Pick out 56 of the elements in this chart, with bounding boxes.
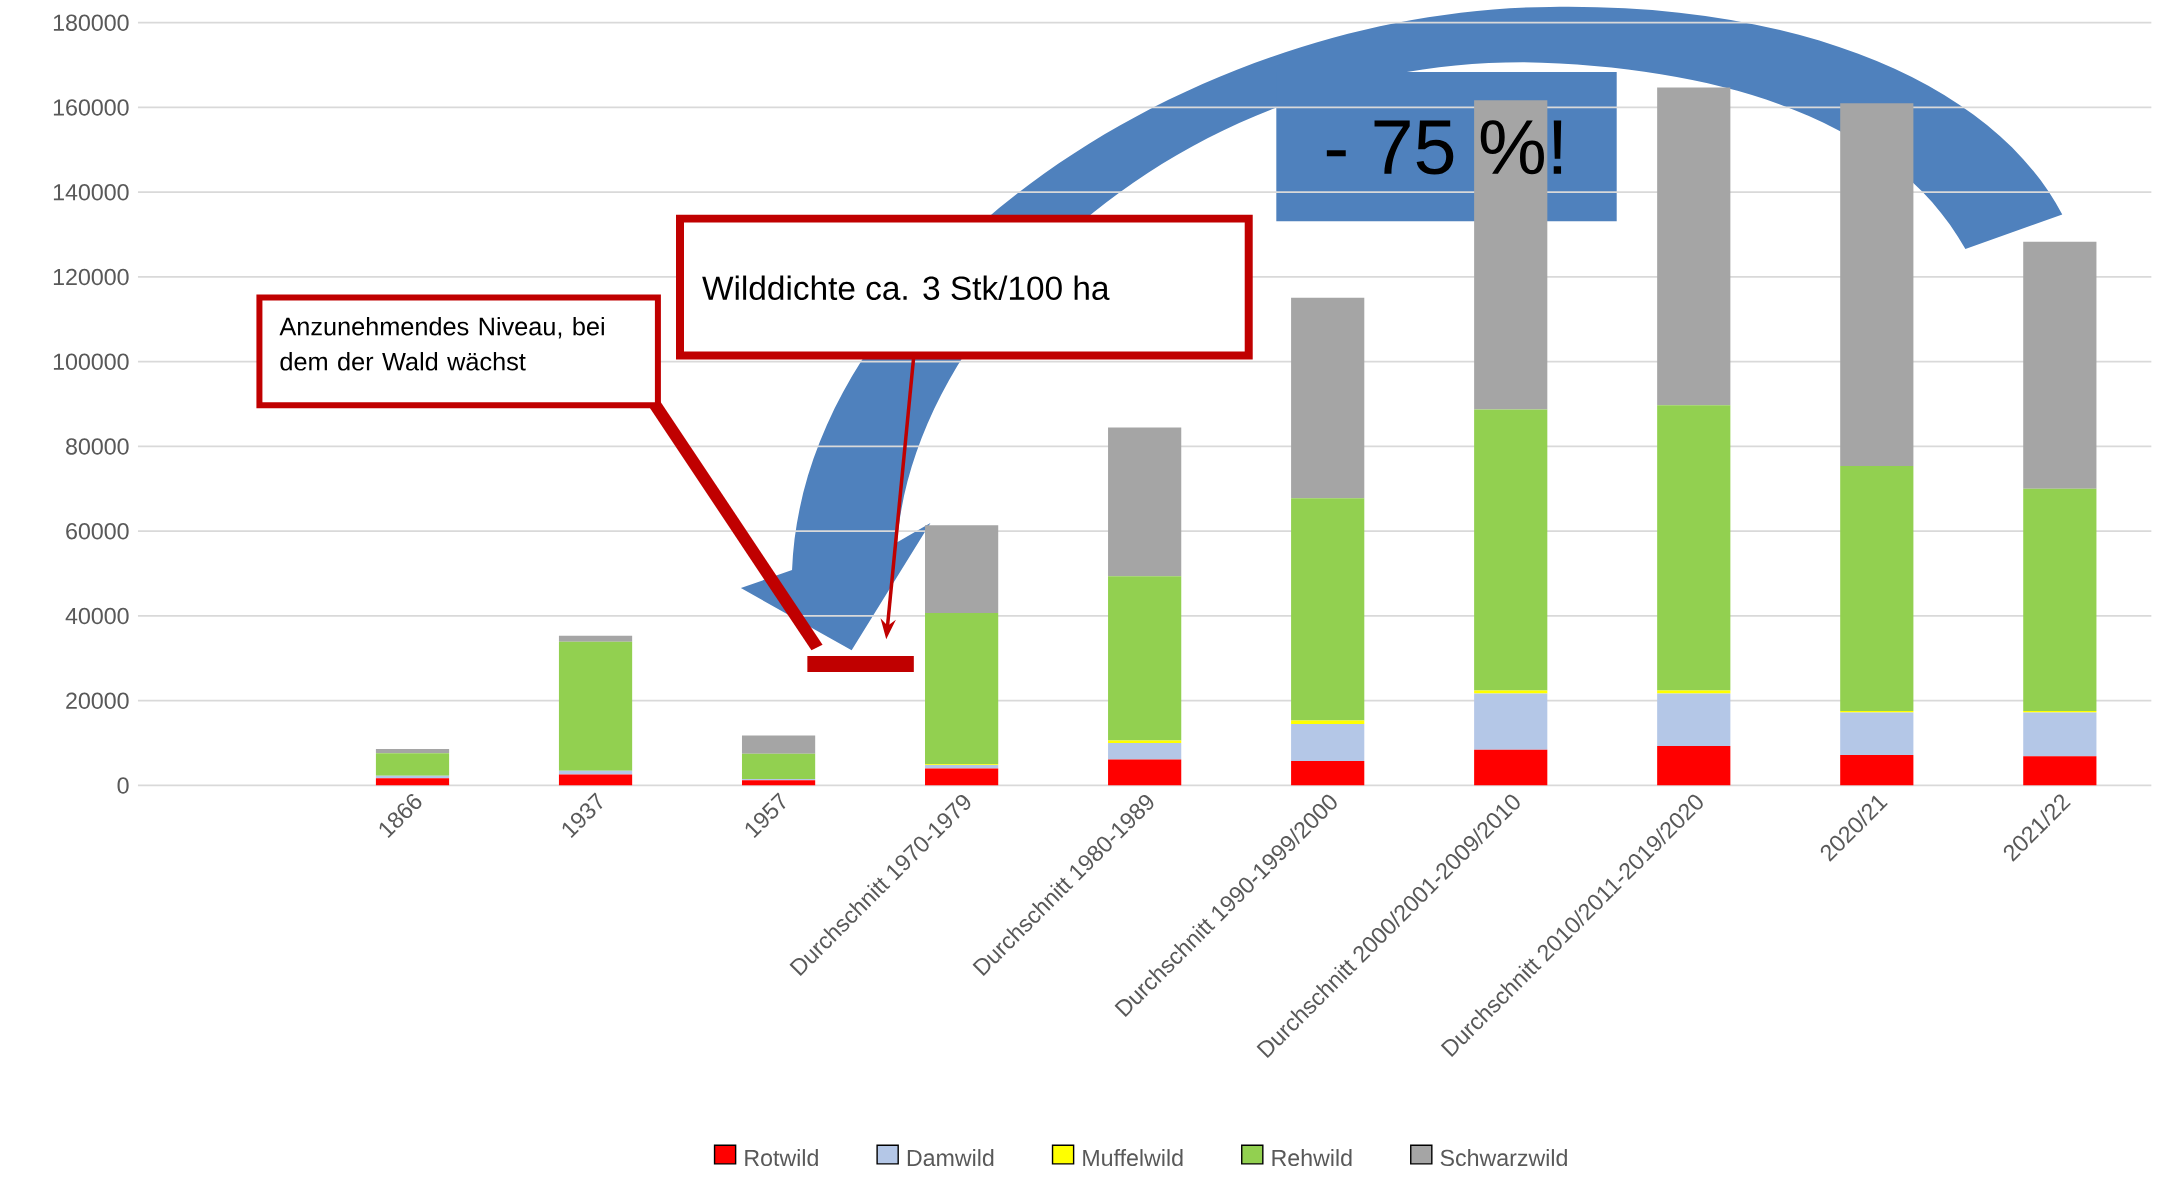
y-tick-label: 120000 (53, 268, 129, 285)
annotation: - 75 %! (1326, 119, 1562, 175)
bar (1108, 759, 1182, 786)
y-tick-label: 160000 (53, 99, 129, 116)
bar (375, 748, 450, 754)
y-tick-label: 0 (117, 777, 129, 794)
bar (1474, 409, 1548, 691)
bar (558, 635, 633, 642)
bar (2023, 756, 2097, 786)
y-tick-label: 100000 (53, 353, 129, 370)
bar (1474, 749, 1548, 786)
bar (375, 753, 450, 776)
bar (741, 753, 816, 779)
bar (1657, 745, 1731, 786)
legend-label: Schwarzwild (1440, 1148, 1567, 1166)
bar (2023, 241, 2097, 489)
bar (925, 525, 999, 613)
legend-label: Muffelwild (1083, 1148, 1183, 1166)
annotation: Wilddichte ca. 3 Stk/100 ha (702, 275, 1110, 300)
bar (1291, 297, 1365, 498)
bar (1474, 693, 1548, 750)
bar (558, 774, 633, 786)
bar (1474, 690, 1548, 694)
bar (925, 764, 999, 769)
bar (558, 641, 633, 771)
bar (1840, 712, 1914, 755)
bar (1108, 575, 1182, 741)
bar (1108, 427, 1182, 576)
legend-label: Rotwild (745, 1148, 818, 1166)
bar (925, 768, 999, 786)
bar (741, 735, 816, 754)
bar (1657, 87, 1731, 406)
bar (1108, 742, 1182, 760)
bar (1657, 405, 1731, 691)
y-tick-label: 60000 (66, 522, 129, 540)
y-tick-label: 40000 (65, 607, 129, 624)
bar (1657, 693, 1731, 746)
legend-label: Rehwild (1272, 1148, 1352, 1166)
bar (1291, 723, 1365, 761)
y-tick-label: 140000 (53, 183, 129, 201)
bar (1291, 760, 1365, 786)
bar (925, 612, 999, 765)
bar (741, 780, 816, 786)
bar (1657, 690, 1731, 694)
y-tick-label: 180000 (53, 14, 129, 31)
bar (1840, 754, 1914, 786)
legend-label: Damwild (907, 1148, 994, 1166)
bar (2023, 712, 2097, 757)
y-tick-label: 80000 (66, 438, 129, 455)
bar (1291, 497, 1365, 721)
bar (2023, 488, 2097, 711)
annotation: Anzunehmendes Niveau, bei dem der Wald wächst (279, 316, 604, 371)
y-tick-label: 20000 (66, 692, 129, 709)
bar (1840, 465, 1914, 711)
bar (1840, 103, 1914, 466)
bar (375, 778, 450, 786)
